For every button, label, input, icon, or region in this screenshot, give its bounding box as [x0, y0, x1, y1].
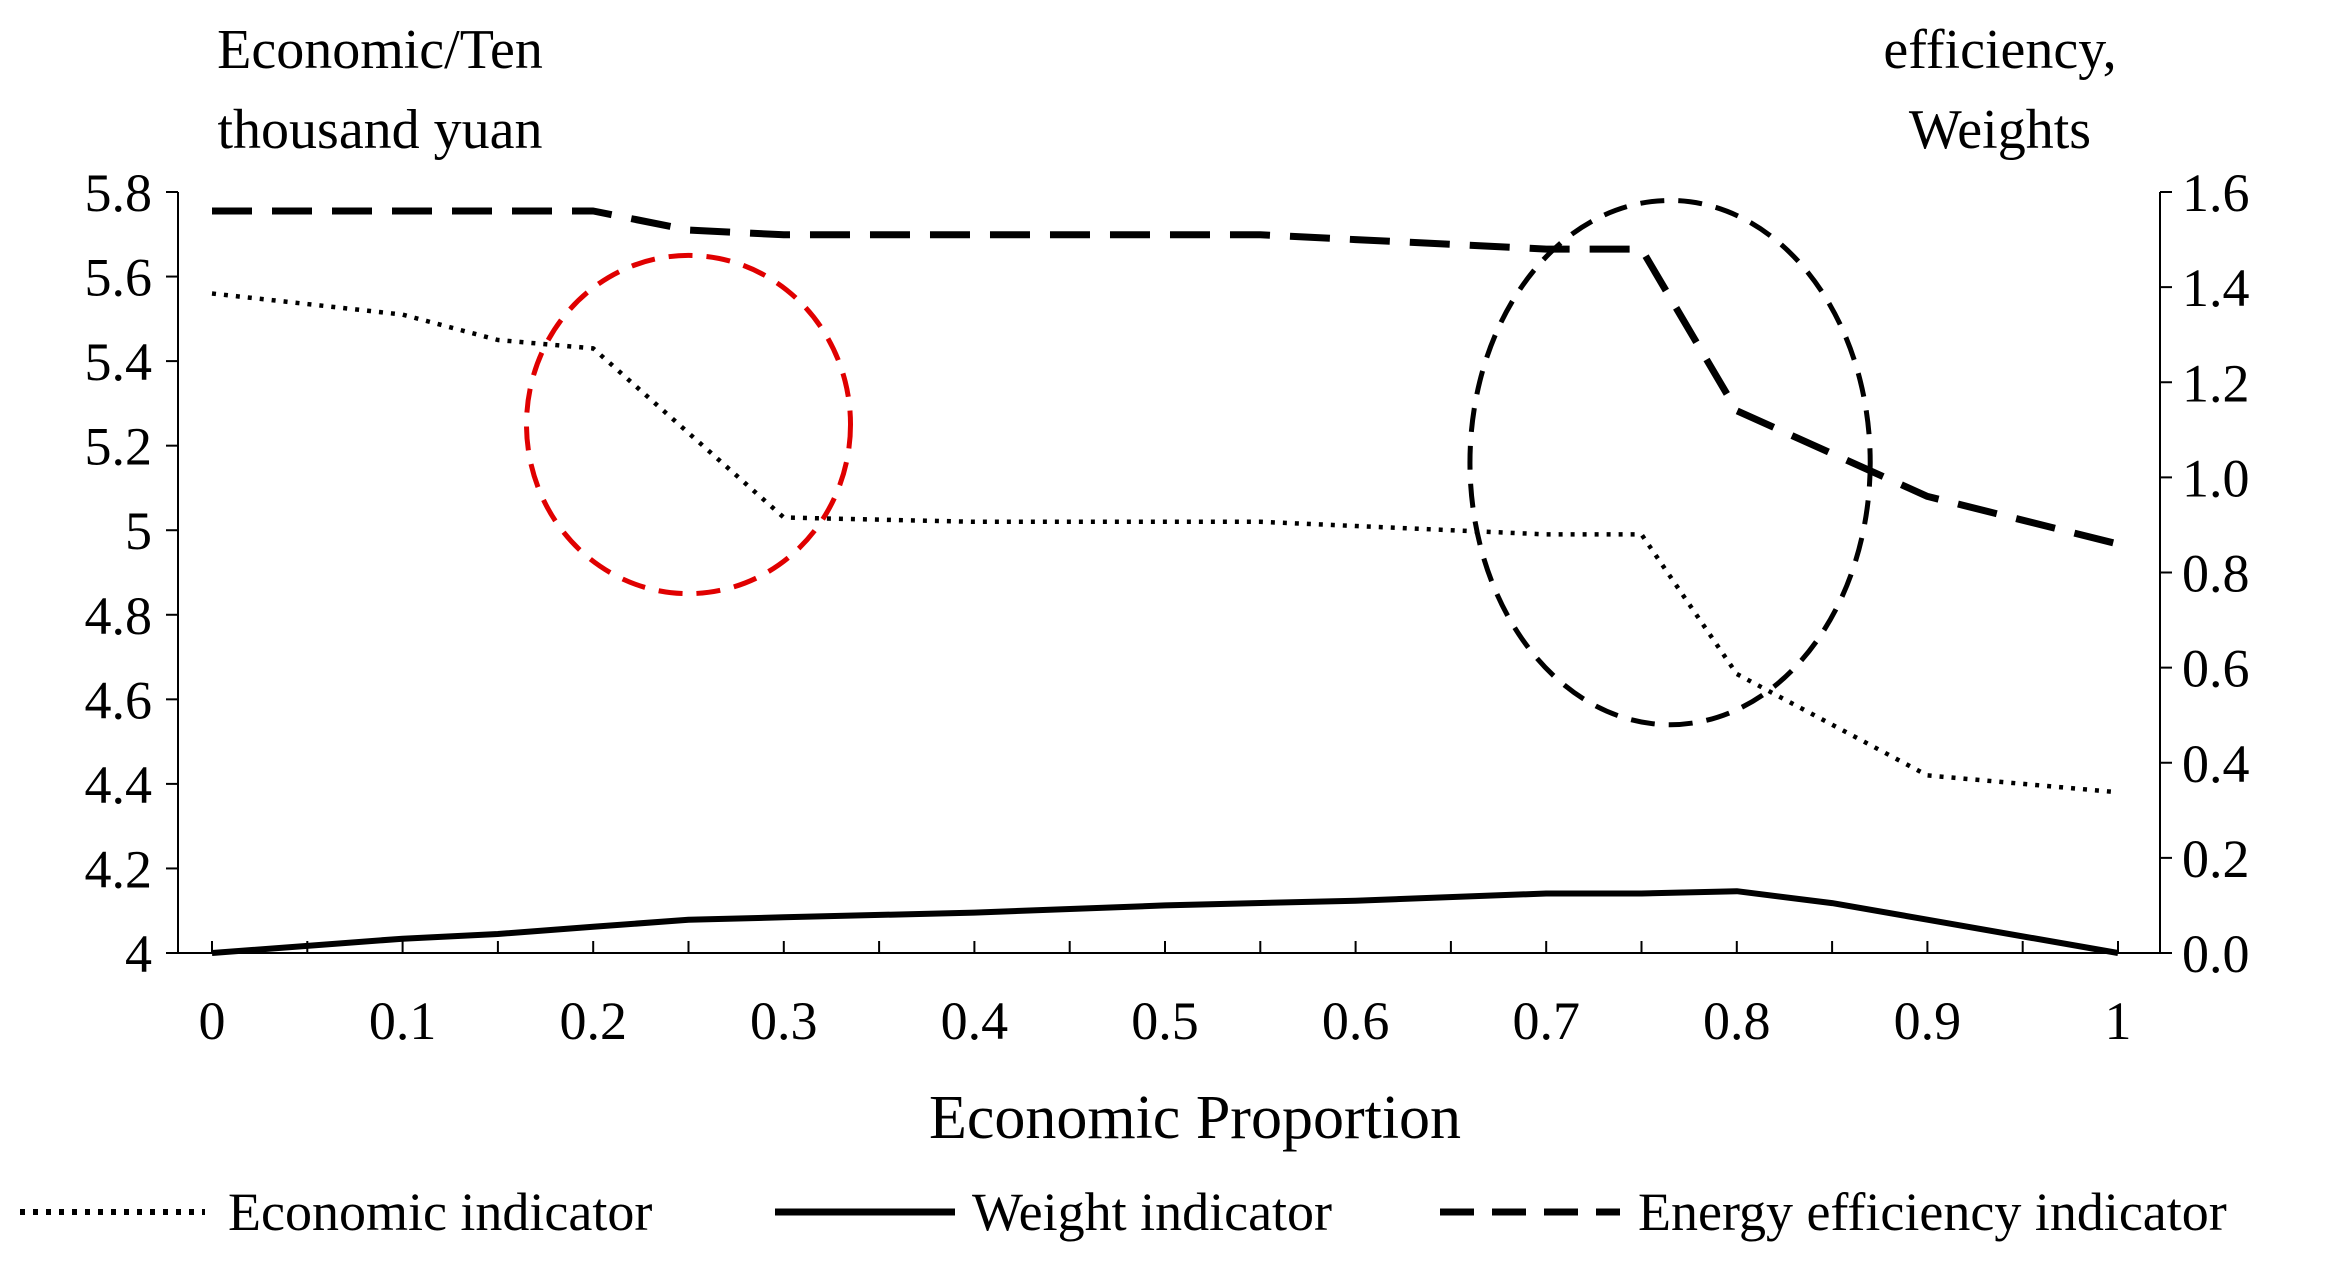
y-right-tick-label: 0.4	[2182, 734, 2250, 794]
series-line-weight-indicator	[211, 888, 2119, 956]
x-tick-label: 0.6	[1322, 991, 1390, 1051]
y-left-tick-label: 5.6	[85, 248, 153, 308]
y-right-tick-label: 1.2	[2182, 353, 2250, 413]
y-left-tick-label: 5.8	[85, 163, 153, 223]
x-tick-label: 0.9	[1894, 991, 1962, 1051]
y-left-axis-title-line-1: Economic/Ten	[217, 19, 543, 81]
annotation-layer	[523, 197, 1873, 728]
y-left-tick-label: 4.8	[85, 586, 153, 646]
series-line-energy-efficiency-indicator	[212, 207, 2119, 548]
y-right-axis-title-line-1: efficiency,	[1883, 19, 2116, 81]
x-tick-label: 0.3	[750, 991, 818, 1051]
y-right-axis-title-line-2: Weights	[1909, 99, 2091, 161]
y-left-tick-label: 5.4	[85, 332, 153, 392]
legend-label-energy-efficiency-indicator: Energy efficiency indicator	[1638, 1182, 2227, 1242]
y-right-tick-label: 1.4	[2182, 258, 2250, 318]
legend-label-weight-indicator: Weight indicator	[972, 1182, 1332, 1242]
y-left-tick-label: 5.2	[85, 417, 153, 477]
axes: 4 4.2 4.4 4.6 4.8 5 5.2 5.4 5.6 5.8 0.0 0.2 0.4 0.6 0.…	[85, 163, 2250, 1051]
annotation-ellipse-2	[1467, 197, 1873, 728]
y-right-axis-title: efficiency, Weights	[1883, 19, 2116, 161]
legend-label-economic-indicator: Economic indicator	[228, 1182, 652, 1242]
y-left-tick-label: 4.2	[85, 839, 153, 899]
x-tick-label: 0.4	[941, 991, 1009, 1051]
y-left-tick-label: 4.4	[85, 755, 153, 815]
x-tick-label: 0.8	[1703, 991, 1771, 1051]
y-left-axis-title: Economic/Ten thousand yuan	[217, 19, 543, 161]
y-left-tick-label: 4	[125, 924, 152, 984]
y-right-tick-label: 1.0	[2182, 448, 2250, 508]
y-left-tick-label: 4.6	[85, 670, 153, 730]
y-right-tick-label: 1.6	[2182, 163, 2250, 223]
series-line-economic-indicator	[211, 291, 2119, 795]
y-right-tick-label: 0.0	[2182, 924, 2250, 984]
series-layer	[211, 207, 2119, 956]
x-tick-label: 0.5	[1131, 991, 1199, 1051]
y-right-tick-label: 0.2	[2182, 829, 2250, 889]
x-tick-label: 0.7	[1512, 991, 1580, 1051]
x-tick-label: 0	[199, 991, 226, 1051]
annotation-ellipse-1	[523, 252, 854, 597]
legend: Economic indicator Weight indicator Ener…	[20, 1182, 2227, 1242]
x-tick-label: 0.2	[559, 991, 627, 1051]
y-left-axis-title-line-2: thousand yuan	[217, 99, 542, 161]
x-tick-label: 0.1	[369, 991, 437, 1051]
y-right-tick-label: 0.6	[2182, 639, 2250, 699]
y-left-tick-label: 5	[125, 501, 152, 561]
y-right-tick-label: 0.8	[2182, 544, 2250, 604]
x-tick-label: 1	[2105, 991, 2132, 1051]
x-axis-title: Economic Proportion	[929, 1084, 1461, 1152]
